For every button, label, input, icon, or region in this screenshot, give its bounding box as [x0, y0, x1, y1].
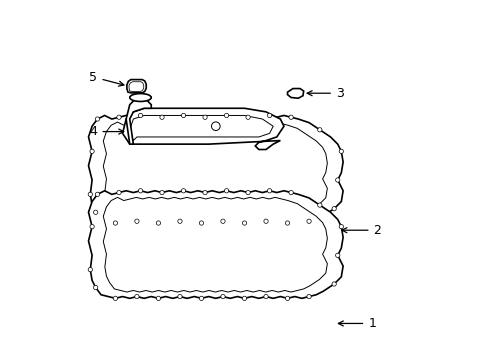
Circle shape: [317, 203, 321, 207]
Circle shape: [199, 221, 203, 225]
Circle shape: [199, 296, 203, 301]
Circle shape: [339, 149, 343, 153]
Circle shape: [178, 219, 182, 224]
Circle shape: [138, 113, 142, 118]
Circle shape: [93, 210, 98, 215]
Polygon shape: [287, 89, 303, 98]
Circle shape: [335, 253, 339, 257]
Circle shape: [203, 115, 207, 120]
Circle shape: [95, 192, 100, 197]
Circle shape: [221, 219, 224, 224]
Circle shape: [203, 190, 207, 195]
Polygon shape: [88, 116, 343, 223]
Circle shape: [264, 294, 267, 299]
Polygon shape: [126, 98, 151, 144]
Polygon shape: [88, 191, 343, 298]
Circle shape: [335, 178, 339, 182]
Circle shape: [135, 219, 139, 224]
Circle shape: [264, 219, 267, 224]
Circle shape: [117, 190, 121, 195]
Circle shape: [156, 221, 160, 225]
Circle shape: [181, 189, 185, 193]
Ellipse shape: [129, 94, 151, 102]
Circle shape: [245, 115, 250, 120]
Text: 5: 5: [89, 71, 123, 86]
Circle shape: [285, 221, 289, 225]
Circle shape: [317, 128, 321, 132]
Circle shape: [90, 149, 94, 153]
Circle shape: [242, 296, 246, 301]
Polygon shape: [122, 108, 284, 149]
Circle shape: [113, 296, 117, 301]
Circle shape: [267, 113, 271, 118]
Circle shape: [90, 225, 94, 229]
Circle shape: [267, 189, 271, 193]
Text: 4: 4: [89, 125, 123, 138]
Circle shape: [181, 113, 185, 118]
Circle shape: [224, 189, 228, 193]
Circle shape: [221, 294, 224, 299]
Circle shape: [331, 207, 336, 211]
Circle shape: [93, 285, 98, 290]
Polygon shape: [126, 80, 146, 93]
Circle shape: [88, 192, 92, 197]
Circle shape: [306, 219, 310, 224]
Circle shape: [288, 115, 293, 120]
Circle shape: [156, 296, 160, 301]
Circle shape: [288, 190, 293, 195]
Circle shape: [211, 122, 220, 131]
Circle shape: [242, 221, 246, 225]
Text: 1: 1: [338, 317, 375, 330]
Circle shape: [138, 189, 142, 193]
Circle shape: [160, 190, 164, 195]
Circle shape: [135, 294, 139, 299]
Circle shape: [178, 294, 182, 299]
Circle shape: [224, 113, 228, 118]
Circle shape: [88, 267, 92, 272]
Circle shape: [285, 296, 289, 301]
Circle shape: [245, 190, 250, 195]
Circle shape: [339, 225, 343, 229]
Circle shape: [331, 282, 336, 286]
Circle shape: [306, 294, 310, 299]
Text: 3: 3: [306, 87, 343, 100]
Circle shape: [160, 115, 164, 120]
Circle shape: [117, 115, 121, 120]
Text: 2: 2: [341, 224, 381, 237]
Circle shape: [95, 117, 100, 121]
Circle shape: [113, 221, 117, 225]
